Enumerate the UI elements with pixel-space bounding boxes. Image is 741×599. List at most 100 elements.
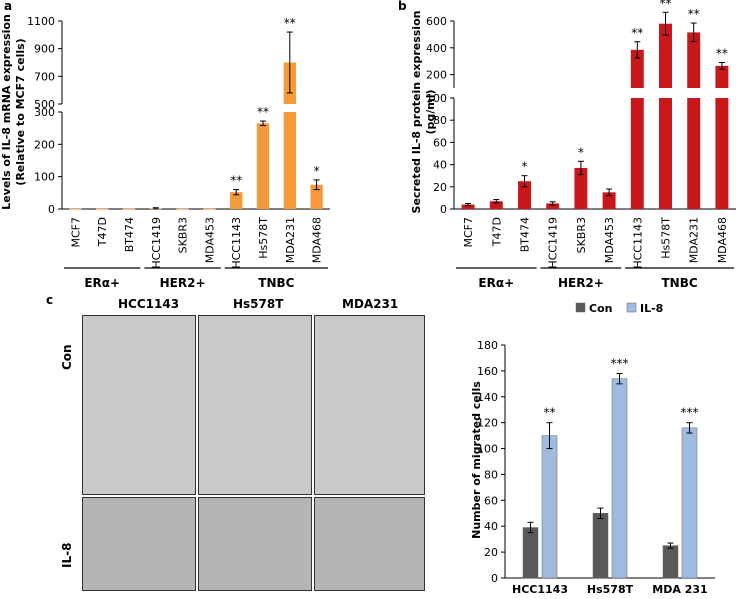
panel-label-b: b xyxy=(398,0,407,13)
y-tick-label: 100 xyxy=(477,443,498,456)
y-tick-label: 20 xyxy=(433,181,447,194)
y-tick-label: 300 xyxy=(34,106,55,119)
micro-row-con: Con xyxy=(60,344,74,370)
y-tick-label: 0 xyxy=(440,203,447,216)
y-tick-label: 200 xyxy=(426,69,447,82)
significance-mark: * xyxy=(522,160,528,174)
y-tick-label: 180 xyxy=(477,339,498,352)
significance-mark: ** xyxy=(544,406,556,420)
micrograph-mda231-il8 xyxy=(314,497,425,591)
group-label-era: ERα+ xyxy=(84,276,120,290)
bar-t47d xyxy=(96,208,109,210)
x-tick-label: HCC1143 xyxy=(512,583,568,596)
legend-label-con: Con xyxy=(589,302,612,315)
bar-mda-231-il-8 xyxy=(681,427,698,579)
bar-hs578t-il-8 xyxy=(611,378,628,579)
group-label-tnbc: TNBC xyxy=(662,276,698,290)
significance-mark: ** xyxy=(660,0,672,10)
y-tick-label: 700 xyxy=(34,70,55,83)
bar-hs578t xyxy=(659,98,672,209)
y-axis-label: (pg/ml) xyxy=(424,89,437,134)
y-tick-label: 100 xyxy=(426,92,447,105)
significance-mark: * xyxy=(314,164,320,178)
y-tick-label: 60 xyxy=(484,494,498,507)
bar-mda231-upper xyxy=(687,32,701,88)
y-tick-label: 80 xyxy=(484,468,498,481)
y-axis-label: Levels of IL-8 mRNA expression xyxy=(0,14,13,210)
panel-label-a: a xyxy=(4,0,12,13)
bar-mda231 xyxy=(283,112,296,209)
y-axis-label: Number of migrated cells xyxy=(470,381,483,539)
significance-mark: ** xyxy=(688,7,700,21)
y-tick-label: 80 xyxy=(433,114,447,127)
x-tick-label: T47D xyxy=(490,217,503,247)
significance-mark: * xyxy=(578,145,584,159)
x-tick-label: MDA468 xyxy=(311,217,324,263)
x-tick-label: MDA453 xyxy=(603,217,616,263)
y-tick-label: 60 xyxy=(433,136,447,149)
y-tick-label: 120 xyxy=(477,417,498,430)
micro-row-il8: IL-8 xyxy=(60,542,74,568)
bar-hcc1143-il-8 xyxy=(541,435,558,579)
micrograph-hcc1143-il8 xyxy=(82,497,196,591)
x-tick-label: T47D xyxy=(96,217,109,247)
bar-hcc1143 xyxy=(230,192,243,209)
y-tick-label: 40 xyxy=(484,520,498,533)
significance-mark: ** xyxy=(284,16,296,30)
significance-mark: ** xyxy=(257,105,269,119)
x-tick-label: MDA453 xyxy=(203,217,216,263)
x-tick-label: MDA468 xyxy=(716,217,729,263)
significance-mark: *** xyxy=(681,406,699,420)
y-tick-label: 200 xyxy=(34,138,55,151)
bar-mda468 xyxy=(715,98,729,209)
y-tick-label: 20 xyxy=(484,546,498,559)
x-tick-label: MDA231 xyxy=(688,217,701,263)
x-tick-label: BT474 xyxy=(519,217,532,252)
y-tick-label: 600 xyxy=(426,15,447,28)
significance-mark: ** xyxy=(631,26,643,40)
bar-mda-231-con xyxy=(662,545,679,579)
x-tick-label: BT474 xyxy=(123,217,136,252)
group-label-era: ERα+ xyxy=(478,276,514,290)
x-tick-label: HCC1419 xyxy=(547,217,560,269)
micrograph-hs578t-con xyxy=(198,315,312,495)
significance-mark: ** xyxy=(230,174,242,188)
bar-hs578t xyxy=(256,123,270,209)
bar-mda468 xyxy=(310,184,323,209)
micro-col-hs578t: Hs578T xyxy=(233,297,284,311)
micrograph-hs578t-il8 xyxy=(198,497,312,591)
y-tick-label: 1100 xyxy=(27,15,55,28)
y-tick-label: 160 xyxy=(477,365,498,378)
significance-mark: ** xyxy=(716,47,728,61)
x-tick-label: SKBR3 xyxy=(177,217,190,253)
legend-swatch-il-8 xyxy=(626,302,637,313)
micro-col-hcc1143: HCC1143 xyxy=(118,297,180,311)
x-tick-label: HCC1143 xyxy=(230,217,243,269)
y-tick-label: 140 xyxy=(477,391,498,404)
micro-col-mda231: MDA231 xyxy=(342,297,399,311)
x-tick-label: HCC1419 xyxy=(150,217,163,269)
bar-skbr3 xyxy=(574,167,588,209)
y-tick-label: 100 xyxy=(34,171,55,184)
bar-bt474 xyxy=(122,208,136,210)
bar-t47d xyxy=(489,201,503,209)
y-tick-label: 0 xyxy=(48,203,55,216)
x-tick-label: Hs578T xyxy=(257,217,270,259)
group-label-her2: HER2+ xyxy=(160,276,206,290)
legend-label-il-8: IL-8 xyxy=(640,302,663,315)
y-tick-label: 900 xyxy=(34,43,55,56)
x-tick-label: SKBR3 xyxy=(575,217,588,253)
bar-mda453 xyxy=(602,192,616,209)
x-tick-label: MDA231 xyxy=(284,217,297,263)
legend-swatch-con xyxy=(575,302,586,313)
x-tick-label: HCC1143 xyxy=(631,217,644,269)
chart-c-migration: 0 20 40 60 80 100 120 140 160 180 Number of migrat… xyxy=(470,302,715,596)
bar-mcf7 xyxy=(461,204,475,209)
bar-skbr3 xyxy=(176,208,189,210)
bar-hcc1143 xyxy=(630,98,644,209)
significance-mark: *** xyxy=(611,356,629,370)
x-tick-label: Hs578T xyxy=(660,217,673,259)
